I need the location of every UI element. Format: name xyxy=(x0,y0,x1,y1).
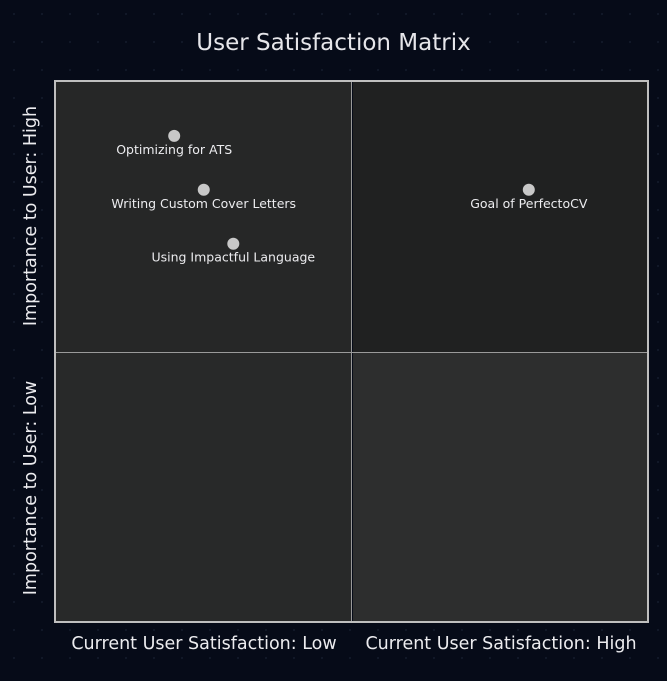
quadrant-low-importance-low-satisfaction xyxy=(56,353,352,621)
y-axis-label-low: Importance to User: Low xyxy=(21,380,41,596)
scatter-point xyxy=(197,183,210,196)
scatter-point xyxy=(522,183,535,196)
quadrant-high-importance-low-satisfaction xyxy=(56,82,352,352)
scatter-point xyxy=(227,237,240,250)
vertical-divider xyxy=(351,82,352,621)
scatter-point xyxy=(168,129,181,142)
x-axis-label-high: Current User Satisfaction: High xyxy=(365,634,637,654)
horizontal-divider xyxy=(56,352,647,353)
quadrant-high-importance-high-satisfaction xyxy=(353,82,647,352)
scatter-plot-area: Optimizing for ATS Writing Custom Cover L… xyxy=(111,129,588,265)
chart-title: User Satisfaction Matrix xyxy=(196,30,471,56)
point-label: Optimizing for ATS xyxy=(116,142,232,157)
point-label: Using Impactful Language xyxy=(151,250,315,265)
quadrant-low-importance-high-satisfaction xyxy=(353,353,647,621)
point-label: Goal of PerfectoCV xyxy=(470,196,588,211)
y-axis-label-high: Importance to User: High xyxy=(21,105,41,327)
point-label: Writing Custom Cover Letters xyxy=(111,196,296,211)
x-axis-label-low: Current User Satisfaction: Low xyxy=(71,634,337,654)
plot-frame xyxy=(54,80,649,623)
